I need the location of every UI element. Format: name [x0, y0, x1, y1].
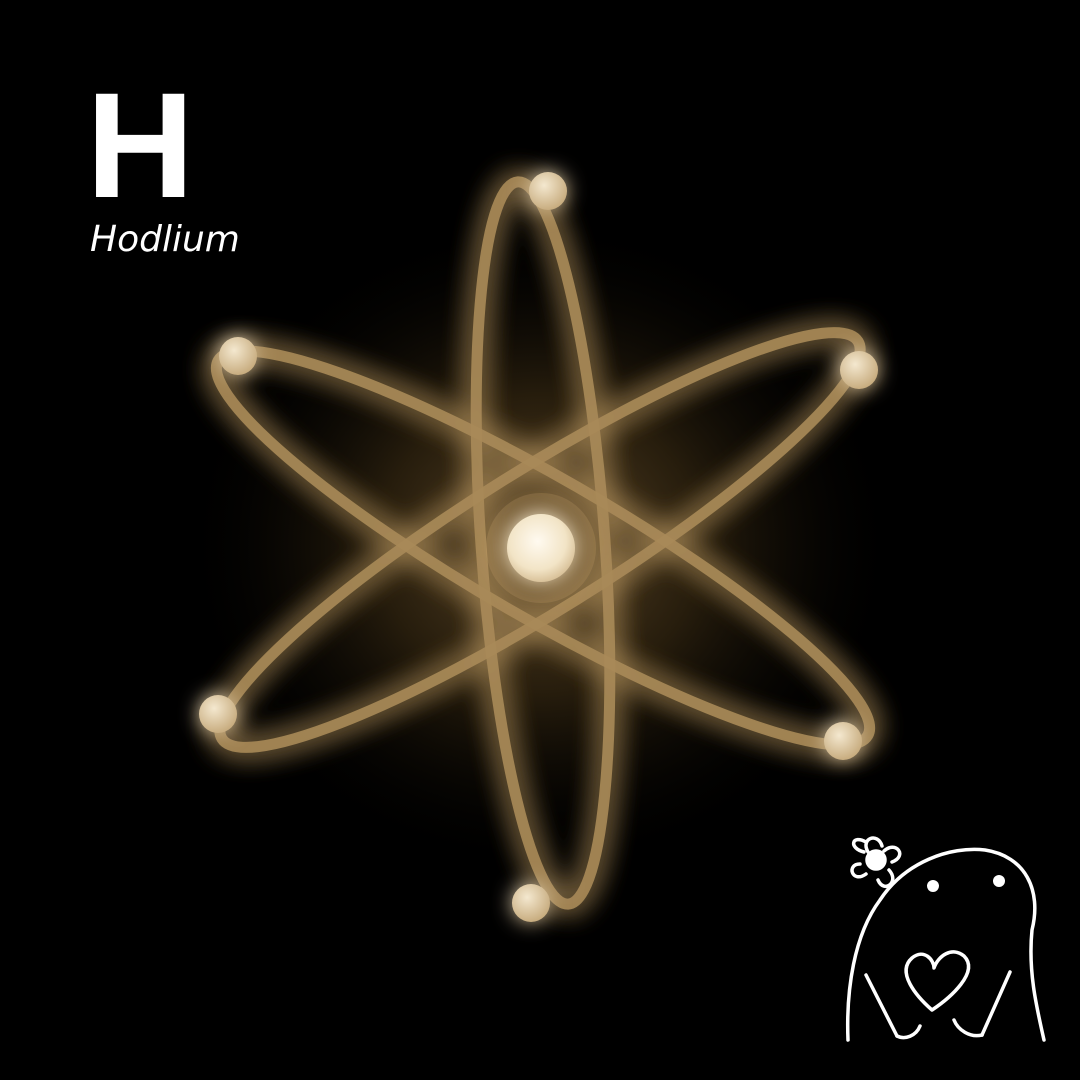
- electron-top-right: [840, 351, 878, 389]
- orbit-ascending: [214, 327, 866, 753]
- element-symbol: H: [86, 61, 194, 229]
- electron-bottom-right: [824, 722, 862, 760]
- element-name: Hodlium: [90, 219, 240, 260]
- electron-top: [529, 172, 567, 210]
- mascot-left-arm: [864, 973, 899, 1038]
- flower-ghost-heart-mascot-icon: [845, 836, 1046, 1042]
- mascot-right-arm: [980, 970, 1012, 1037]
- mascot-heart: [904, 950, 971, 1012]
- mascot-right-eye: [993, 875, 1005, 887]
- electron-bottom: [512, 884, 550, 922]
- mascot-body: [845, 847, 1046, 1042]
- orbit-descending: [210, 345, 876, 751]
- nucleus: [507, 514, 575, 582]
- orbit-vertical: [470, 176, 616, 910]
- electron-top-left: [219, 337, 257, 375]
- mascot-flower: [850, 836, 902, 888]
- mascot-left-eye: [927, 880, 939, 892]
- electron-bottom-left: [199, 695, 237, 733]
- mascot-right-hand: [952, 1018, 984, 1038]
- mascot-left-hand: [895, 1024, 922, 1040]
